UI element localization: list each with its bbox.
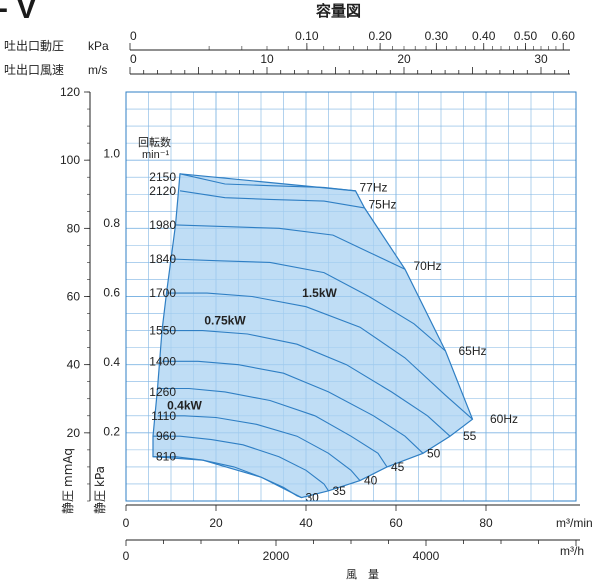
plot-frame bbox=[125, 91, 577, 502]
velocity-tick-label: 10 bbox=[260, 52, 274, 66]
dynamic-pressure-tick-label: 0.30 bbox=[425, 29, 449, 43]
mmaq-tick-label: 100 bbox=[60, 153, 80, 167]
mmaq-tick-label: 20 bbox=[67, 426, 81, 440]
fan-curve-2120 bbox=[179, 190, 365, 209]
speed-label-1980: 1980 bbox=[149, 218, 176, 232]
fan-curve-1980 bbox=[175, 224, 406, 270]
dynamic-pressure-label: 吐出口動圧 bbox=[4, 39, 64, 53]
frequency-label: 77Hz bbox=[360, 180, 388, 194]
velocity-unit: m/s bbox=[88, 63, 107, 77]
speed-header: 回転数 bbox=[138, 136, 171, 149]
left-axes: 20 40 60 80 100 120 0.2 0.4 0.6 0.8 1.0 bbox=[60, 85, 120, 502]
top-axes: 0 10 20 30 0 0.10 0.20 0.30 0.40 0.50 0.60 bbox=[129, 29, 576, 75]
fan-curve-1840 bbox=[170, 258, 446, 352]
dynamic-pressure-tick-label: 0 bbox=[130, 29, 137, 43]
per-hour-tick-label: 4000 bbox=[413, 549, 440, 563]
fan-curve-960 bbox=[153, 435, 329, 492]
fan-curve-1550 bbox=[162, 330, 451, 437]
power-label: 1.5kW bbox=[302, 286, 337, 300]
fan-curve-810 bbox=[153, 456, 302, 499]
mmaq-tick-label: 80 bbox=[67, 221, 81, 235]
fan-curve-1700 bbox=[166, 292, 473, 420]
per-hour-unit: m³/h bbox=[560, 544, 584, 558]
fan-curve-1110 bbox=[157, 415, 361, 481]
speed-label-1700: 1700 bbox=[149, 286, 176, 300]
frequency-label: 75Hz bbox=[369, 197, 397, 211]
speed-label-960: 960 bbox=[156, 429, 176, 443]
per-min-tick-label: 80 bbox=[479, 516, 493, 530]
per-hour-tick-label: 0 bbox=[123, 549, 130, 563]
fan-curve-1400 bbox=[162, 360, 424, 454]
per-min-tick-label: 20 bbox=[209, 516, 223, 530]
per-min-unit: m³/min bbox=[556, 516, 593, 530]
speed-label-1840: 1840 bbox=[149, 252, 176, 266]
dynamic-pressure-tick-label: 0.20 bbox=[368, 29, 392, 43]
kpa-tick-label: 0.2 bbox=[103, 424, 120, 438]
velocity-tick-label: 30 bbox=[534, 52, 548, 66]
mmaq-tick-label: 60 bbox=[67, 290, 81, 304]
velocity-label: 吐出口風速 bbox=[4, 63, 64, 77]
dynamic-pressure-tick-label: 0.10 bbox=[295, 29, 319, 43]
power-label: 0.75kW bbox=[204, 313, 246, 327]
speed-label-810: 810 bbox=[156, 450, 176, 464]
frequency-label: 55 bbox=[463, 429, 477, 443]
per-hour-tick-label: 2000 bbox=[263, 549, 290, 563]
mmaq-tick-label: 40 bbox=[67, 358, 81, 372]
kpa-tick-label: 0.4 bbox=[103, 355, 120, 369]
mmaq-tick-label: 120 bbox=[60, 85, 80, 99]
speed-label-2150: 2150 bbox=[149, 170, 176, 184]
velocity-tick-label: 0 bbox=[130, 52, 137, 66]
static-pressure-mmaq-label: 静圧mmAq bbox=[61, 448, 75, 514]
per-min-tick-label: 40 bbox=[299, 516, 313, 530]
fan-curve-2150 bbox=[179, 173, 356, 192]
dynamic-pressure-tick-label: 0.60 bbox=[552, 29, 576, 43]
bottom-axes: 0 20 40 60 80 0 2000 4000 bbox=[123, 504, 580, 563]
speed-label-1400: 1400 bbox=[149, 354, 176, 368]
capacity-title: 容量図 bbox=[315, 2, 361, 20]
frequency-label: 35 bbox=[333, 484, 347, 498]
frequency-label: 50 bbox=[427, 446, 441, 460]
frequency-label: 70Hz bbox=[414, 259, 442, 273]
frequency-label: 65Hz bbox=[459, 344, 487, 358]
frequency-label: 40 bbox=[364, 474, 378, 488]
kpa-tick-label: 0.6 bbox=[103, 285, 120, 299]
dynamic-pressure-tick-label: 0.50 bbox=[514, 29, 538, 43]
fan-curve-1260 bbox=[157, 387, 388, 468]
static-pressure-kpa-label: 静圧kPa bbox=[93, 466, 107, 514]
airflow-label: 風 量 bbox=[346, 568, 379, 581]
speed-label-1260: 1260 bbox=[149, 385, 176, 399]
frequency-label: 60Hz bbox=[490, 412, 518, 426]
speed-label-1110: 1110 bbox=[151, 409, 176, 423]
fan-curves bbox=[153, 173, 473, 499]
power-label: 0.4kW bbox=[167, 399, 202, 413]
speed-unit: min⁻¹ bbox=[142, 149, 170, 161]
velocity-tick-label: 20 bbox=[397, 52, 411, 66]
speed-label-1550: 1550 bbox=[149, 324, 176, 338]
dynamic-pressure-unit: kPa bbox=[88, 39, 109, 53]
partial-title: - V bbox=[0, 0, 36, 25]
kpa-tick-label: 0.8 bbox=[103, 216, 120, 230]
speed-label-2120: 2120 bbox=[149, 184, 176, 198]
per-min-tick-label: 0 bbox=[123, 516, 130, 530]
frequency-label: 30 bbox=[306, 491, 320, 505]
kpa-tick-label: 1.0 bbox=[103, 146, 120, 160]
frequency-label: 45 bbox=[391, 460, 405, 474]
dynamic-pressure-tick-label: 0.40 bbox=[472, 29, 496, 43]
per-min-tick-label: 60 bbox=[389, 516, 403, 530]
